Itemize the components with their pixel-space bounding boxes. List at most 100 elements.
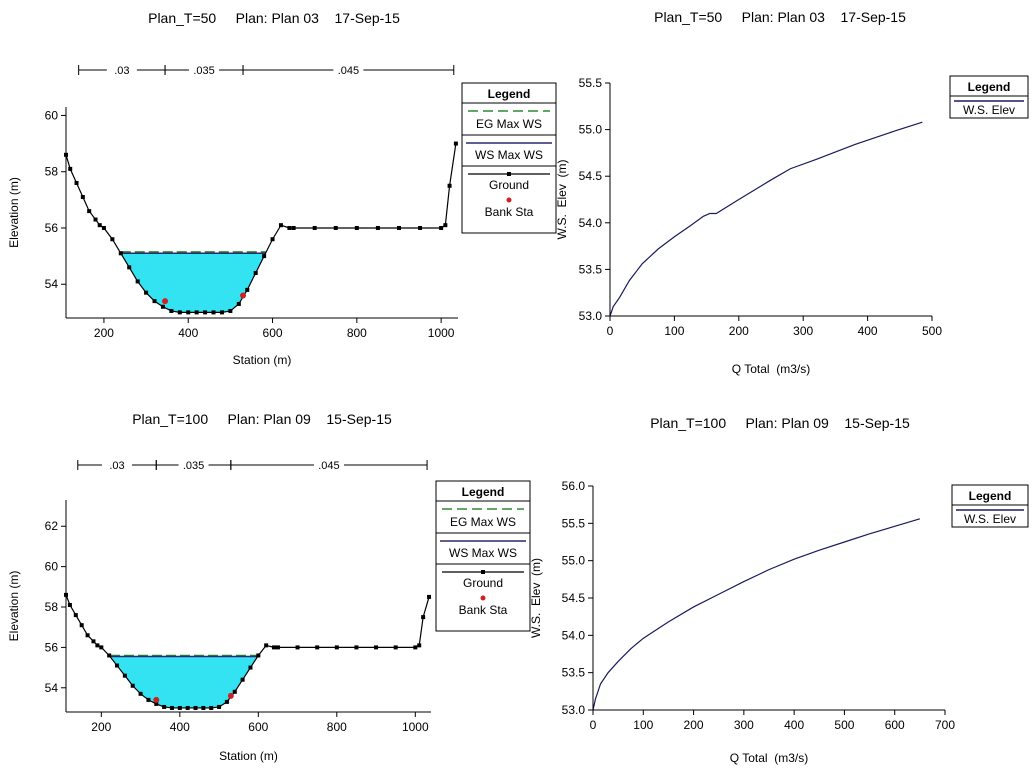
ground-point <box>439 225 444 230</box>
manning-n-label: .035 <box>193 65 214 77</box>
x-axis-label: Station (m) <box>219 749 278 763</box>
ground-point <box>169 705 174 710</box>
ground-point <box>417 643 422 648</box>
ground-point <box>248 665 253 670</box>
ground-point <box>333 225 338 230</box>
ground-point <box>177 705 182 710</box>
legend-box <box>461 82 557 234</box>
ground-point <box>95 643 100 648</box>
legend-title: Legend <box>462 485 505 499</box>
x-tick-label: 800 <box>347 326 367 340</box>
y-tick-label: 54 <box>45 681 59 695</box>
chart-title: Plan_T=100 Plan: Plan 09 15-Sep-15 <box>132 411 392 427</box>
y-tick-label: 54 <box>45 277 59 291</box>
x-tick-label: 200 <box>94 326 114 340</box>
y-tick-label: 56.0 <box>562 479 586 493</box>
ground-point <box>85 633 90 638</box>
legend-item: WS Max WS <box>475 148 543 162</box>
x-tick-label: 100 <box>664 324 684 338</box>
ground-point <box>160 304 165 309</box>
legend-box <box>435 480 531 632</box>
x-tick-label: 1000 <box>428 326 455 340</box>
legend-title: Legend <box>969 489 1012 503</box>
y-tick-label: 54.0 <box>562 628 586 642</box>
legend-item: Bank Sta <box>485 205 534 219</box>
ground-point <box>287 225 292 230</box>
ground-point <box>80 195 85 200</box>
ground-point <box>228 308 233 313</box>
legend-item: EG Max WS <box>450 515 516 529</box>
ground-point <box>201 705 206 710</box>
ground-point <box>262 254 267 259</box>
ground-point <box>203 310 208 315</box>
ground-point <box>453 141 458 146</box>
y-tick-label: 54.5 <box>579 169 603 183</box>
y-axis-label: W.S. Elev (m) <box>529 558 543 638</box>
ground-point <box>245 287 250 292</box>
ground-point <box>138 691 143 696</box>
legend: Legend W.S. Elev <box>949 75 1029 119</box>
ground-point <box>169 308 174 313</box>
ground-point <box>232 689 237 694</box>
ground-point <box>152 299 157 304</box>
chart-panel-1: Plan_T=50 Plan: Plan 03 17-Sep-15 .03 .035… <box>7 10 557 367</box>
y-axis-label: W.S. Elev (m) <box>555 159 569 239</box>
ground-point <box>354 225 359 230</box>
chart-title: Plan_T=50 Plan: Plan 03 17-Sep-15 <box>148 10 400 26</box>
ground-line <box>65 594 430 709</box>
ground-point <box>447 183 452 188</box>
ground-point <box>194 310 199 315</box>
y-tick-label: 55.0 <box>579 123 603 137</box>
ground-point <box>185 705 190 710</box>
ground-point <box>186 310 191 315</box>
ground-point <box>375 225 380 230</box>
ground-point <box>275 645 280 650</box>
x-tick-label: 200 <box>91 720 111 734</box>
y-tick-label: 62 <box>45 519 59 533</box>
chart-panel-3: Plan_T=100 Plan: Plan 09 15-Sep-15 .03 .03… <box>7 411 531 763</box>
manning-n-label-bg <box>102 457 133 472</box>
ground-point <box>413 645 418 650</box>
ground-point <box>211 310 216 315</box>
water-area <box>120 253 266 313</box>
y-tick-label: 55.0 <box>562 554 586 568</box>
y-tick-label: 54.0 <box>579 216 603 230</box>
ground-point <box>219 310 224 315</box>
water-area <box>109 656 258 708</box>
legend-ground-point <box>507 172 511 176</box>
x-tick-label: 1000 <box>402 720 429 734</box>
legend-item: W.S. Elev <box>963 103 1015 117</box>
legend-item: Ground <box>489 178 529 192</box>
x-tick-label: 300 <box>734 718 754 732</box>
legend: Legend EG Max WS WS Max WS Ground Bank Sta <box>461 82 557 234</box>
y-tick-label: 60 <box>45 108 59 122</box>
ground-point <box>374 645 379 650</box>
legend-item: EG Max WS <box>476 117 542 131</box>
x-tick-label: 400 <box>178 326 198 340</box>
ground-point <box>354 645 359 650</box>
legend-bank-swatch <box>480 595 486 601</box>
y-tick-label: 56 <box>45 640 59 654</box>
y-tick-label: 55.5 <box>562 516 586 530</box>
x-tick-label: 600 <box>263 326 283 340</box>
ground-point <box>118 251 123 256</box>
manning-n-label: .045 <box>318 460 339 472</box>
manning-n-label: .03 <box>109 460 124 472</box>
ground-point <box>224 699 229 704</box>
ground-point <box>236 301 241 306</box>
ws-elev-series-line <box>609 121 923 317</box>
ground-point <box>135 279 140 284</box>
ground-point <box>418 225 423 230</box>
manning-n-label: .045 <box>338 65 359 77</box>
ground-point <box>87 209 92 214</box>
ground-point <box>101 225 106 230</box>
x-tick-label: 800 <box>327 720 347 734</box>
chart-title: Plan_T=100 Plan: Plan 09 15-Sep-15 <box>650 415 910 431</box>
y-tick-label: 54.5 <box>562 591 586 605</box>
legend: Legend EG Max WS WS Max WS Ground Bank Sta <box>435 480 531 632</box>
ground-point <box>393 645 398 650</box>
x-tick-label: 400 <box>170 720 190 734</box>
ground-point <box>217 704 222 709</box>
ground-point <box>154 701 159 706</box>
ground-point <box>443 223 448 228</box>
